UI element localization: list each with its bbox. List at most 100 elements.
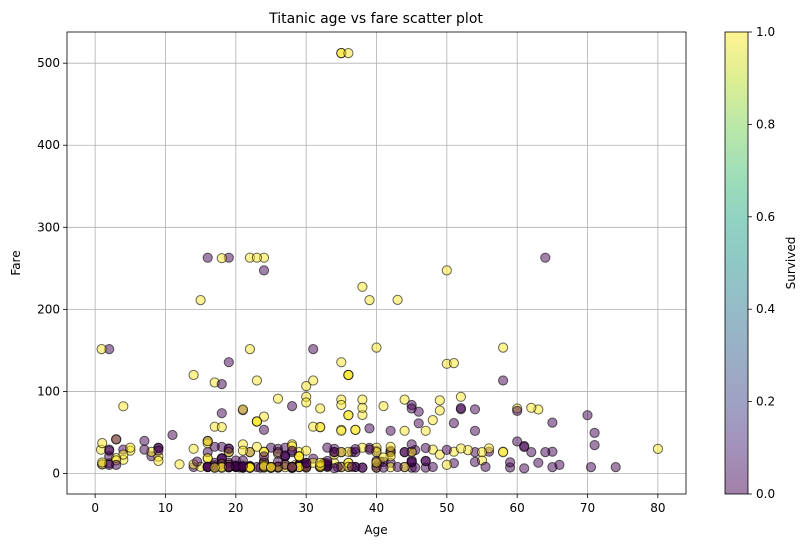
point-survived	[202, 436, 213, 447]
point-survived	[308, 375, 319, 386]
point-survived	[455, 443, 466, 454]
point-survived	[251, 375, 262, 386]
point-survived	[125, 442, 136, 453]
point-survived	[498, 342, 509, 353]
point-survived	[434, 405, 445, 416]
point-not-survived	[280, 450, 291, 461]
point-not-survived	[153, 445, 164, 456]
point-survived	[118, 401, 129, 412]
colorbar-label: Survived	[784, 237, 798, 290]
colorbar-tick-label: 0.2	[756, 395, 775, 409]
point-survived	[427, 415, 438, 426]
point-not-survived	[582, 410, 593, 421]
point-survived	[244, 344, 255, 355]
point-survived	[476, 447, 488, 458]
point-not-survived	[505, 457, 516, 468]
point-not-survived	[350, 444, 361, 455]
point-not-survived	[540, 252, 551, 263]
point-survived	[216, 253, 227, 264]
colorbar: 0.0 0.2 0.4 0.6 0.8 1.0 Survived	[724, 25, 798, 501]
point-survived	[294, 451, 305, 462]
point-not-survived	[357, 462, 368, 473]
point-not-survived	[192, 456, 203, 467]
point-survived	[251, 252, 262, 263]
point-not-survived	[469, 456, 481, 468]
point-not-survived	[589, 440, 600, 451]
point-not-survived	[413, 406, 424, 417]
y-tick-label: 300	[37, 220, 60, 234]
point-not-survived	[526, 447, 537, 458]
point-not-survived	[329, 463, 340, 474]
x-axis-label: Age	[364, 523, 387, 537]
point-not-survived	[287, 445, 298, 456]
x-tick-label: 30	[299, 501, 314, 515]
point-not-survived	[322, 442, 333, 453]
point-not-survived	[512, 405, 523, 416]
point-survived	[315, 403, 326, 414]
point-survived	[652, 443, 664, 454]
point-survived	[371, 342, 382, 353]
point-survived	[336, 425, 347, 436]
point-survived	[209, 462, 220, 473]
y-tick-label: 0	[52, 466, 60, 480]
point-survived	[343, 48, 354, 59]
point-survived	[301, 397, 312, 408]
point-survived	[237, 404, 248, 415]
point-survived	[385, 441, 396, 452]
y-axis-ticks: 0 100 200 300 400 500	[37, 56, 67, 480]
point-survived	[378, 452, 389, 463]
point-not-survived	[519, 441, 530, 453]
colorbar-tick-label: 1.0	[756, 25, 775, 39]
point-not-survived	[346, 461, 357, 472]
y-tick-label: 500	[37, 56, 60, 70]
x-tick-label: 10	[158, 501, 173, 515]
point-not-survived	[441, 444, 452, 455]
point-not-survived	[547, 417, 558, 428]
point-survived	[434, 449, 445, 460]
point-not-survived	[519, 463, 530, 474]
colorbar-tick-label: 0.4	[756, 302, 775, 316]
point-not-survived	[258, 451, 270, 462]
point-not-survived	[480, 461, 491, 472]
point-survived	[258, 411, 270, 422]
x-tick-label: 50	[439, 501, 454, 515]
point-survived	[357, 281, 368, 292]
colorbar-frame	[724, 31, 749, 495]
point-survived	[301, 381, 312, 392]
point-survived	[455, 391, 466, 402]
point-survived	[448, 358, 459, 369]
point-not-survived	[610, 462, 621, 473]
point-survived	[526, 402, 537, 413]
point-survived	[216, 422, 227, 433]
point-not-survived	[209, 441, 220, 452]
point-survived	[188, 443, 199, 454]
point-not-survived	[139, 435, 150, 446]
point-survived	[434, 395, 445, 406]
point-survived	[399, 394, 410, 405]
point-not-survived	[406, 456, 417, 467]
point-survived	[97, 457, 108, 468]
point-survived	[378, 401, 389, 412]
point-survived	[343, 369, 354, 381]
point-survived	[153, 455, 164, 467]
point-survived	[97, 438, 108, 449]
point-survived	[420, 425, 431, 436]
x-tick-label: 60	[510, 501, 525, 515]
point-not-survived	[202, 252, 213, 263]
point-not-survived	[399, 447, 410, 458]
point-not-survived	[104, 445, 115, 456]
point-not-survived	[469, 425, 481, 436]
point-survived	[399, 425, 410, 436]
point-survived	[251, 441, 262, 452]
x-tick-label: 0	[91, 501, 99, 515]
point-not-survived	[420, 442, 431, 454]
point-survived	[357, 402, 368, 413]
chart-title: Titanic age vs fare scatter plot	[268, 11, 483, 27]
point-not-survived	[287, 462, 298, 473]
point-not-survived	[392, 461, 403, 473]
y-axis-label: Fare	[9, 250, 23, 275]
point-not-survived	[448, 418, 459, 429]
point-not-survived	[308, 344, 319, 355]
point-not-survived	[512, 436, 523, 447]
point-survived	[315, 422, 326, 433]
